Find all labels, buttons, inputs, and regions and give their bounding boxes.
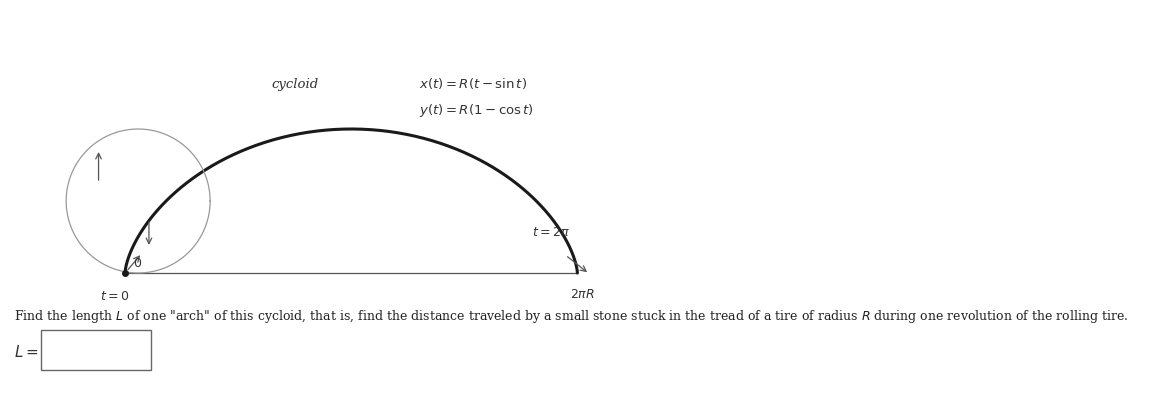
Text: $x(t) = R(t - \sin t)$: $x(t) = R(t - \sin t)$: [419, 76, 528, 91]
Text: cycloid: cycloid: [271, 78, 318, 91]
Text: Find the length $L$ of one "arch" of this cycloid, that is, find the distance tr: Find the length $L$ of one "arch" of thi…: [14, 308, 1129, 326]
FancyBboxPatch shape: [41, 330, 151, 370]
Text: $t = 0$: $t = 0$: [100, 290, 129, 303]
Text: $y(t) = R(1 - \cos t)$: $y(t) = R(1 - \cos t)$: [419, 102, 534, 119]
Text: $L =$: $L =$: [14, 344, 38, 360]
Text: $t = 2\pi$: $t = 2\pi$: [531, 226, 570, 239]
Text: $2\pi R$: $2\pi R$: [570, 288, 595, 301]
Text: $0$: $0$: [133, 257, 142, 270]
